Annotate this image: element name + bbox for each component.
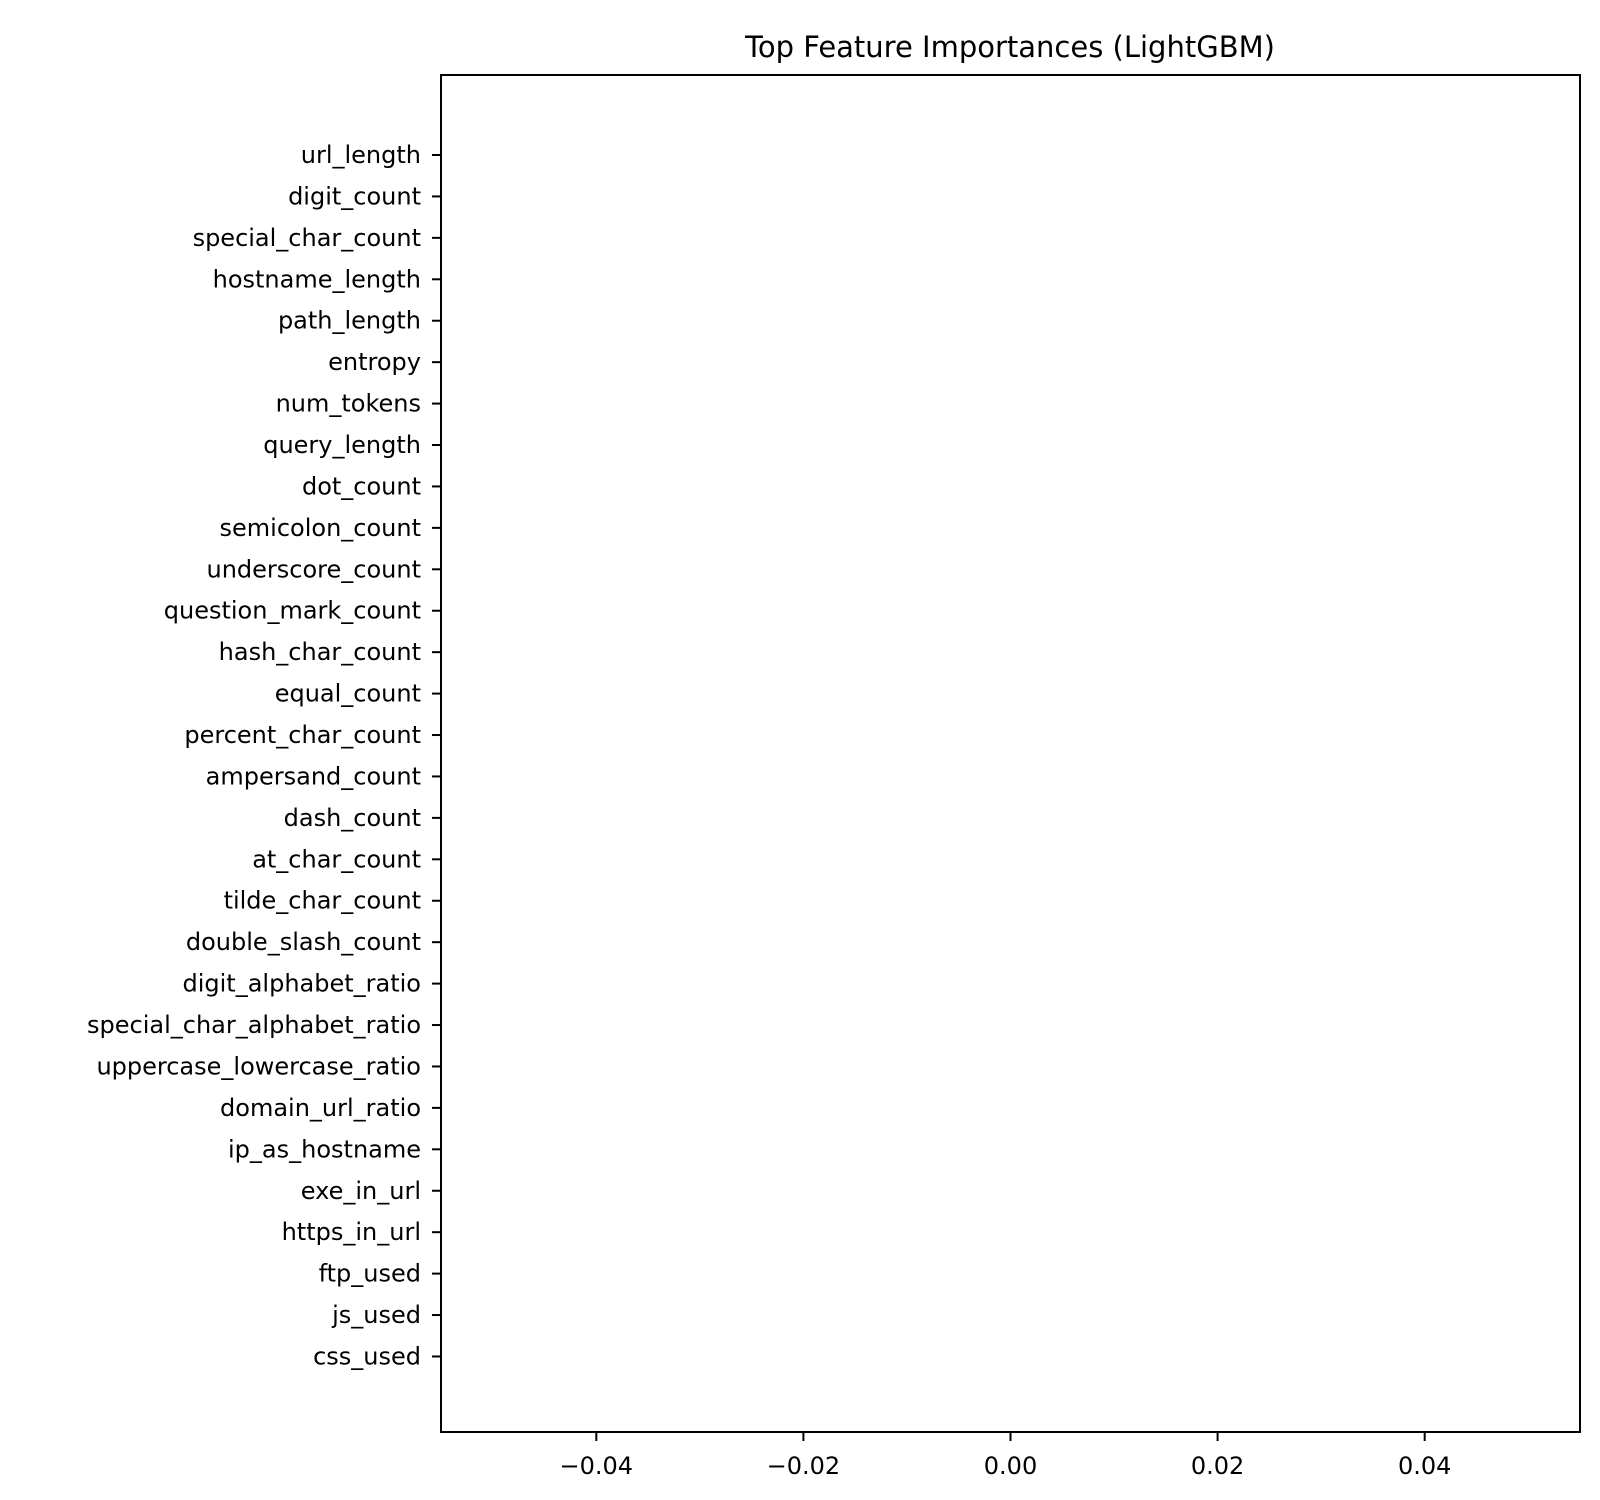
y-tick-label: hostname_length [213,265,421,293]
y-tick-label: exe_in_url [301,1177,421,1205]
y-tick-label: percent_char_count [184,721,421,749]
x-tick-label: −0.02 [767,1452,841,1480]
y-tick-label: hash_char_count [219,638,421,666]
x-tick-label: −0.04 [560,1452,634,1480]
y-tick-label: equal_count [275,680,421,708]
y-tick-label: path_length [278,307,421,335]
y-tick-label: css_used [313,1342,421,1370]
y-axis: url_length digit_count special_char_counth… [87,141,441,1370]
y-tick-label: digit_alphabet_ratio [183,970,422,998]
y-tick-label: at_char_count [252,845,421,873]
y-tick-label: digit_count [288,182,421,210]
y-tick-label: domain_url_ratio [220,1094,421,1122]
y-tick-label: dot_count [302,472,421,500]
y-tick-label: question_mark_count [164,597,421,625]
x-axis: −0.04 −0.02 0.00 0.02 0.04 [560,1432,1451,1480]
chart-title: Top Feature Importances (LightGBM) [744,30,1275,64]
y-tick-label: entropy [328,348,421,376]
y-tick-label: dash_count [284,804,421,832]
y-tick-label: url_length [301,141,421,169]
y-tick-label: special_char_alphabet_ratio [87,1011,421,1039]
x-tick-label: 0.00 [984,1452,1037,1480]
y-tick-label: special_char_count [193,224,421,252]
plot-frame [440,74,1581,1433]
y-tick-label: query_length [263,431,421,459]
y-tick-label: ip_as_hostname [228,1135,421,1163]
y-tick-label: ampersand_count [206,762,421,790]
y-tick-label: js_used [331,1301,421,1329]
y-tick-label: tilde_char_count [224,887,421,915]
x-tick-label: 0.04 [1398,1452,1451,1480]
y-tick-label: semicolon_count [220,514,421,542]
y-tick-label: double_slash_count [186,928,421,956]
y-tick-label: uppercase_lowercase_ratio [96,1052,421,1080]
y-tick-label: num_tokens [276,390,421,418]
y-tick-label: underscore_count [207,555,422,583]
y-tick-label: https_in_url [282,1218,421,1246]
y-tick-label: ftp_used [319,1260,421,1288]
x-tick-label: 0.02 [1191,1452,1244,1480]
